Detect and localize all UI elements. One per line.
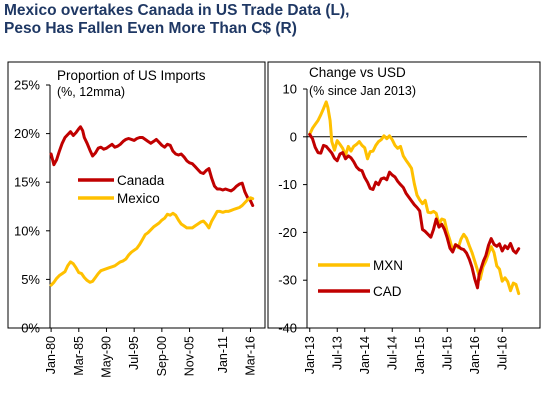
right-frame — [267, 61, 541, 329]
left-y-tick-label: 15% — [14, 175, 40, 190]
right-legend-label-mxn: MXN — [373, 258, 403, 273]
left-x-tick-label: Mar-16 — [243, 336, 257, 376]
left-y-tick-label: 10% — [14, 223, 40, 238]
left-legend-label-mexico: Mexico — [117, 191, 160, 206]
right-x-tick-label: Jul-13 — [330, 336, 344, 370]
figure-title-line-2: Peso Has Fallen Even More Than C$ (R) — [4, 20, 297, 37]
left-x-tick-label: Jul-95 — [127, 336, 141, 370]
left-y-tick-label: 25% — [14, 78, 40, 93]
left-series-canada — [49, 125, 255, 207]
left-legend-label-canada: Canada — [117, 173, 165, 188]
right-x-tick-label: Jul-15 — [440, 336, 454, 370]
right-x-tick-label: Jul-14 — [385, 336, 399, 370]
right-chart-title: Change vs USD — [309, 65, 406, 80]
right-y-tick-label: -40 — [278, 321, 297, 336]
figure-title-line-1: Mexico overtakes Canada in US Trade Data… — [4, 2, 350, 19]
right-chart-subtitle: (% since Jan 2013) — [309, 84, 416, 98]
left-x-tick-label: Mar-85 — [72, 336, 86, 376]
right-legend-label-cad: CAD — [373, 284, 402, 299]
left-x-tick-label: May-90 — [99, 336, 113, 378]
right-x-tick-label: Jan-14 — [358, 336, 372, 374]
left-series-mexico — [49, 196, 255, 287]
left-y-tick-label: 20% — [14, 126, 40, 141]
right-y-tick-label: -10 — [278, 177, 297, 192]
left-chart-subtitle: (%, 12mma) — [57, 85, 125, 99]
right-x-tick-label: Jul-16 — [495, 336, 509, 370]
right-y-tick-label: -30 — [278, 273, 297, 288]
right-y-tick-label: 0 — [290, 129, 297, 144]
left-x-tick-label: Jan-11 — [216, 336, 230, 373]
right-x-tick-label: Jan-16 — [468, 336, 482, 374]
left-x-tick-label: Sep-00 — [155, 336, 169, 376]
right-y-tick-label: 10 — [283, 82, 297, 97]
left-x-tick-label: Nov-05 — [183, 336, 197, 376]
left-y-tick-label: 0% — [21, 321, 40, 336]
left-chart: 0% 5% 10% 15% 20% 25% Jan-80 Mar-85 May-90 Jul-95… — [7, 61, 266, 378]
right-chart: -40 -30 -20 -10 0 10 Jan-13 Jul-13 Jan-14 Jul-14 J… — [267, 61, 541, 374]
right-x-tick-label: Jan-13 — [303, 336, 317, 374]
right-x-tick-label: Jan-15 — [413, 336, 427, 374]
left-x-tick-label: Jan-80 — [44, 336, 58, 374]
right-series-cad — [308, 132, 521, 290]
right-y-tick-label: -20 — [278, 225, 297, 240]
left-y-tick-label: 5% — [21, 272, 40, 287]
left-chart-title: Proportion of US Imports — [57, 68, 206, 83]
